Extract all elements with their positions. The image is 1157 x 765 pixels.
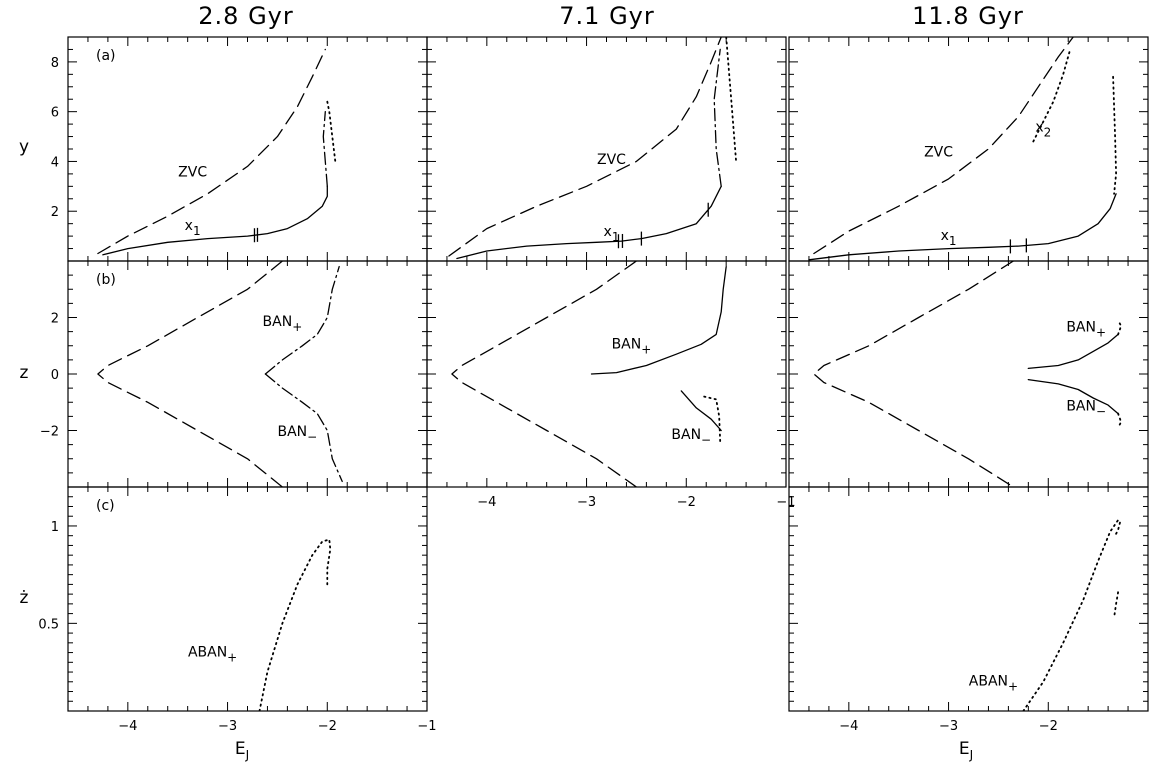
curve-label-ban: BAN+ <box>1066 320 1106 340</box>
series-dotted <box>703 395 722 443</box>
y-tick-label: 0 <box>51 368 59 383</box>
curve-label-x2: x2 <box>1035 120 1051 140</box>
curve-label-x1: x1 <box>941 228 957 248</box>
curve-label-aban: ABAN+ <box>969 674 1018 694</box>
series-dotted <box>1113 591 1119 619</box>
x-tick-label: −4 <box>118 719 137 734</box>
series-dash-dot <box>713 48 722 187</box>
xlabel-left: EJ <box>235 739 249 762</box>
panel-frame <box>67 486 428 712</box>
curve-label-ban: BAN+ <box>263 314 303 334</box>
series-aban <box>258 538 332 711</box>
column-title-7p1: 7.1 Gyr <box>559 2 654 30</box>
series-zvc <box>813 261 1015 487</box>
panel-b-11-8-gyr: BAN+ BAN− <box>788 260 1149 488</box>
series-x1 <box>456 185 722 260</box>
curve-label-aban: ABAN+ <box>188 644 237 664</box>
panel-frame <box>67 36 428 262</box>
y-tick-label: 1 <box>51 520 59 535</box>
ylabel-b: z <box>20 363 29 383</box>
curve-label-zvc: ZVC <box>924 144 953 160</box>
y-tick-label: −2 <box>40 425 59 440</box>
x-tick-label: −3 <box>577 495 596 510</box>
curve-label-zvc: ZVC <box>597 152 626 168</box>
row-label: (a) <box>96 48 116 64</box>
series-x1 <box>808 193 1117 261</box>
ylabel-a: y <box>19 137 29 157</box>
x-tick-label: −2 <box>318 719 337 734</box>
column-title-2p8: 2.8 Gyr <box>198 2 293 30</box>
panel-c-11-8-gyr: −4 −3 −2 ABAN+ <box>788 486 1149 734</box>
xlabel-right: EJ <box>959 739 973 762</box>
series-aban <box>1022 519 1121 711</box>
series-zvc <box>451 261 638 487</box>
series-zvc <box>448 37 722 257</box>
series-dotted <box>1117 319 1122 336</box>
ylabel-c: ż <box>20 588 29 608</box>
series-zvc <box>97 48 326 255</box>
x-tick-label: −2 <box>677 495 696 510</box>
y-tick-label: 4 <box>51 155 59 170</box>
curve-label-ban: BAN− <box>1066 399 1106 419</box>
series-zvc <box>97 261 284 487</box>
curve-label-x1: x1 <box>185 218 201 238</box>
panel-c-2-8-gyr: 0.5 1 (c) −4 −3 −2 −1 ABAN+ <box>38 486 437 734</box>
y-tick-label: 6 <box>51 106 59 121</box>
x-tick-label: −3 <box>939 719 958 734</box>
series-dash-dot <box>322 111 328 187</box>
panel-frame <box>788 260 1149 488</box>
row-label: (b) <box>96 272 116 288</box>
curve-label-ban: BAN− <box>278 424 318 444</box>
y-tick-label: 2 <box>51 205 59 220</box>
x-tick-label: −1 <box>417 719 436 734</box>
x-tick-label: −4 <box>477 495 496 510</box>
series-ban <box>264 265 340 375</box>
panel-frame <box>788 36 1149 262</box>
x-tick-label: −1 <box>776 495 795 510</box>
panel-a-2-8-gyr: 2 4 6 8 (a) ZVC x1 <box>51 36 428 262</box>
y-axis-labels: y z ż <box>19 137 29 608</box>
y-tick-label: 2 <box>51 312 59 327</box>
series-zvc <box>813 37 1074 255</box>
row-label: (c) <box>96 498 115 514</box>
panel-b-2-8-gyr: −2 0 2 (b) BAN+ BAN− <box>40 260 428 488</box>
curve-label-x1: x1 <box>604 224 620 244</box>
series-ban <box>680 390 722 432</box>
series-dotted <box>326 100 337 163</box>
panel-a-11-8-gyr: ZVC x1 x2 <box>788 36 1149 262</box>
column-title-11p8: 11.8 Gyr <box>912 2 1024 30</box>
panel-frame <box>426 260 787 488</box>
curve-label-zvc: ZVC <box>178 164 207 180</box>
column-titles: 2.8 Gyr 7.1 Gyr 11.8 Gyr <box>198 2 1024 30</box>
series-ban <box>264 373 343 483</box>
curve-label-ban: BAN− <box>671 427 711 447</box>
panel-a-7-1-gyr: ZVC x1 <box>426 36 787 262</box>
panel-b-7-1-gyr: −4 −3 −2 −1 BAN+ BAN− <box>426 260 796 510</box>
series-ban <box>1027 378 1119 415</box>
series-ban <box>1027 333 1119 370</box>
curve-label-ban: BAN+ <box>612 337 652 357</box>
y-tick-label: 8 <box>51 56 59 71</box>
series-x1 <box>102 185 328 256</box>
x-tick-label: −3 <box>218 719 237 734</box>
series-x2 <box>1032 48 1072 143</box>
x-tick-label: −2 <box>1039 719 1058 734</box>
series-dotted <box>1117 412 1122 429</box>
series-dotted <box>725 37 737 163</box>
series-ban <box>590 265 727 375</box>
x-axis-labels: EJ EJ <box>235 739 973 762</box>
y-tick-label: 0.5 <box>38 617 59 632</box>
x-tick-label: −4 <box>839 719 858 734</box>
panel-frame <box>67 260 428 488</box>
series-dotted <box>1112 75 1117 195</box>
